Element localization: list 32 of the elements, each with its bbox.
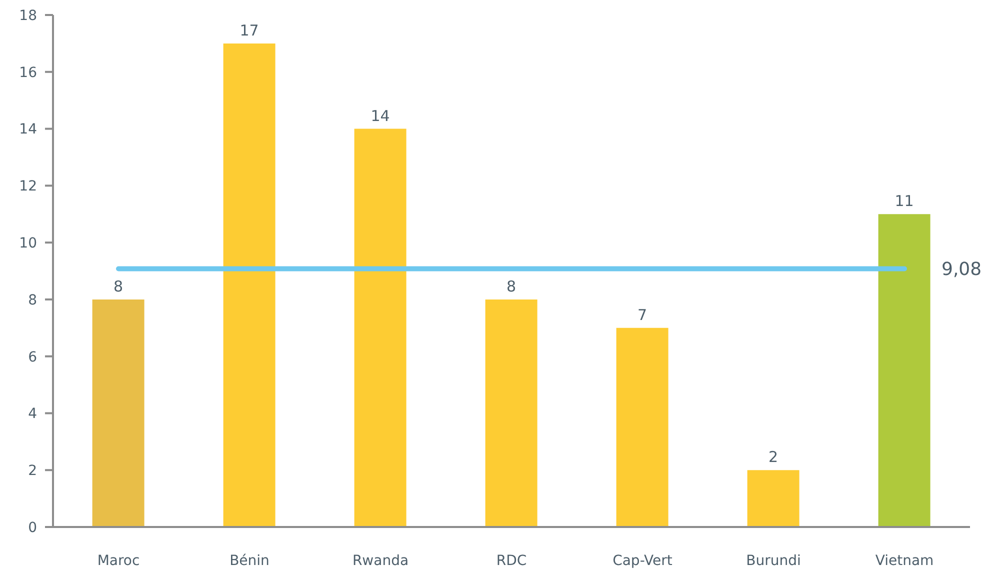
bar <box>747 470 800 527</box>
x-tick-label: Burundi <box>746 552 801 569</box>
data-label: 8 <box>506 277 516 296</box>
bar <box>223 43 276 527</box>
y-tick-label: 12 <box>19 178 37 195</box>
x-tick-label: Vietnam <box>875 552 934 569</box>
data-label: 14 <box>370 106 390 125</box>
data-label: 11 <box>894 192 914 210</box>
y-tick-label: 8 <box>28 292 37 308</box>
x-tick-label: Rwanda <box>352 552 409 569</box>
data-label: 2 <box>768 448 778 466</box>
data-label: 7 <box>638 306 648 324</box>
y-tick-label: 14 <box>19 122 38 138</box>
bar <box>92 299 144 527</box>
y-tick-label: 4 <box>28 406 38 422</box>
x-tick-label: Cap-Vert <box>612 552 673 569</box>
data-label: 8 <box>114 277 124 296</box>
y-tick-label: 18 <box>19 8 37 24</box>
x-tick-label: Maroc <box>97 552 140 569</box>
y-tick-label: 0 <box>28 520 37 536</box>
bar <box>616 328 668 527</box>
bar <box>878 214 930 527</box>
x-tick-label: Bénin <box>230 552 270 569</box>
data-label: 17 <box>240 21 259 40</box>
x-tick-label: RDC <box>496 552 527 569</box>
y-tick-label: 10 <box>19 236 37 252</box>
y-tick-label: 2 <box>28 463 37 480</box>
bar <box>485 299 538 527</box>
y-tick-label: 6 <box>28 349 38 366</box>
ref-line-label: 9,08 <box>942 259 982 280</box>
bar <box>354 128 406 527</box>
y-tick-label: 16 <box>19 64 38 81</box>
